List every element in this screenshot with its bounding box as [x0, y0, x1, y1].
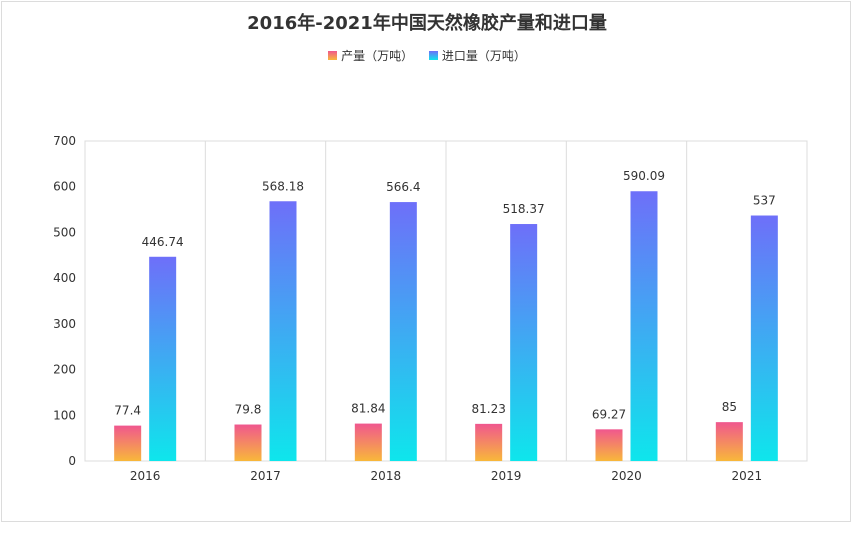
legend: 产量（万吨） 进口量（万吨） [0, 47, 854, 64]
data-label: 79.8 [235, 403, 262, 417]
data-label: 590.09 [623, 169, 665, 183]
bar-production [234, 424, 262, 461]
bar-import [269, 201, 297, 462]
x-tick-label: 2018 [371, 469, 402, 483]
bar-production [475, 423, 503, 461]
legend-label-production: 产量（万吨） [341, 49, 414, 63]
legend-item-import[interactable]: 进口量（万吨） [428, 47, 526, 64]
data-label: 81.84 [351, 402, 385, 416]
data-label: 69.27 [592, 407, 626, 421]
bar-import [750, 215, 778, 461]
data-label: 537 [753, 194, 776, 208]
y-tick-label: 300 [53, 317, 76, 331]
y-tick-label: 200 [53, 363, 76, 377]
x-tick-label: 2016 [130, 469, 161, 483]
bar-import [510, 224, 538, 461]
data-label: 566.4 [386, 180, 420, 194]
data-label: 568.18 [262, 179, 304, 193]
bar-production [595, 429, 623, 461]
y-tick-label: 600 [53, 180, 76, 194]
x-tick-label: 2019 [491, 469, 522, 483]
bar-import [149, 256, 177, 461]
data-label: 77.4 [114, 404, 141, 418]
bar-production [715, 422, 743, 461]
data-label: 446.74 [142, 235, 184, 249]
y-tick-label: 100 [53, 408, 76, 422]
chart-title: 2016年-2021年中国天然橡胶产量和进口量 [247, 13, 607, 34]
y-tick-label: 500 [53, 225, 76, 239]
bar-import [630, 191, 658, 461]
x-tick-label: 2020 [611, 469, 642, 483]
legend-label-import: 进口量（万吨） [441, 49, 526, 63]
y-tick-label: 400 [53, 271, 76, 285]
legend-swatch-production [328, 51, 338, 60]
bar-import [389, 202, 417, 461]
chart-frame [1, 1, 851, 522]
bar-production [354, 423, 382, 461]
y-tick-label: 700 [53, 134, 76, 148]
data-label: 518.37 [503, 202, 545, 216]
legend-swatch-import [428, 51, 438, 60]
legend-item-production[interactable]: 产量（万吨） [328, 47, 413, 64]
bar-production [114, 425, 142, 461]
data-label: 85 [722, 400, 737, 414]
y-tick-label: 0 [68, 454, 76, 468]
x-tick-label: 2017 [250, 469, 281, 483]
x-tick-label: 2021 [732, 469, 763, 483]
data-label: 81.23 [471, 402, 505, 416]
